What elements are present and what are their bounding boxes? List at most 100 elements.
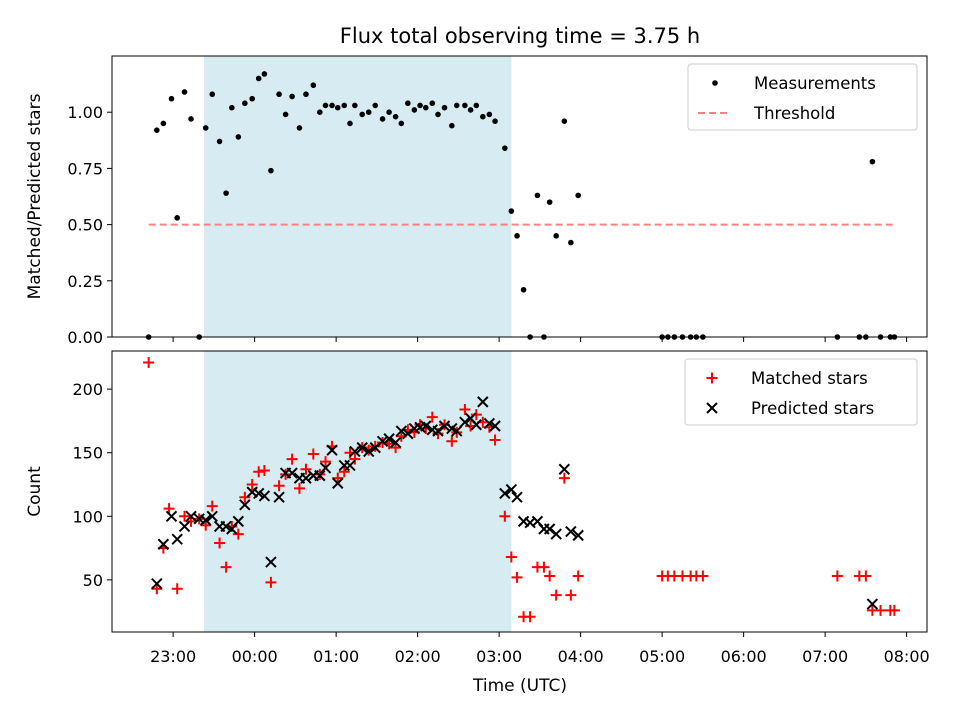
predicted-star-point [239, 499, 251, 511]
matched-star-point [143, 356, 155, 368]
measurement-point [160, 120, 167, 127]
predicted-star-point [171, 533, 183, 545]
matched-star-point [470, 409, 482, 421]
predicted-star-point [319, 462, 332, 474]
matched-star-point [459, 403, 471, 415]
measurement-point [411, 107, 418, 113]
measurement-point [329, 102, 335, 109]
predicted-star-point [866, 598, 879, 610]
measurement-point [398, 120, 405, 127]
predicted-star-point [438, 420, 451, 432]
measurement-point [359, 111, 366, 118]
predicted-star-point [483, 417, 496, 430]
measurement-point [520, 286, 527, 293]
predicted-star-point [300, 472, 312, 484]
matched-star-point [544, 570, 556, 582]
top-observing-window [204, 56, 512, 337]
measurement-point [473, 102, 480, 109]
matched-star-point [200, 519, 212, 531]
predicted-star-point [265, 556, 277, 568]
matched-star-point [499, 510, 511, 522]
predicted-star-point [314, 469, 326, 482]
predicted-star-point [286, 467, 298, 479]
matched-star-point [239, 491, 251, 503]
legend-label: Threshold [753, 104, 835, 123]
measurement-point [492, 118, 498, 124]
predicted-star-point [477, 396, 489, 408]
y-tick-label: 100 [72, 507, 103, 526]
matched-star-point [232, 528, 244, 540]
measurement-point [467, 107, 474, 113]
predicted-star-point [505, 483, 518, 496]
predicted-star-point [332, 477, 344, 489]
predicted-star-point [383, 433, 395, 445]
measurement-point [154, 127, 160, 133]
measurement-point [255, 75, 262, 82]
matched-star-point [538, 561, 550, 573]
measurement-point [486, 111, 493, 118]
y-tick-label: 0.25 [67, 272, 103, 291]
measurement-point [289, 93, 295, 100]
x-tick-label: 23:00 [150, 647, 196, 666]
legend-predicted-swatch [706, 402, 718, 414]
x-tick-label: 08:00 [884, 647, 930, 666]
x-tick-label: 03:00 [476, 647, 522, 666]
predicted-star-point [326, 444, 338, 456]
matched-star-point [446, 435, 458, 447]
top-y-ticks: 0.00 0.25 0.50 0.75 1.00 [67, 103, 112, 347]
measurement-point [546, 199, 553, 205]
matched-star-point [888, 604, 900, 616]
matched-star-point [286, 453, 298, 465]
x-tick-label: 07:00 [802, 647, 848, 666]
matched-star-point [511, 571, 523, 583]
y-tick-label: 0.50 [67, 216, 103, 235]
measurement-point [242, 100, 248, 107]
matched-star-point [338, 466, 350, 478]
matched-star-point [426, 411, 438, 423]
x-tick-label: 05:00 [639, 647, 685, 666]
matched-star-point [185, 515, 197, 527]
measurement-point [296, 125, 303, 131]
legend-label: Matched stars [751, 369, 868, 388]
predicted-star-point [550, 528, 562, 540]
matched-star-point [163, 503, 175, 515]
legend-box [687, 63, 918, 131]
matched-star-point [206, 500, 218, 512]
matched-star-point [300, 463, 312, 475]
predicted-star-point [356, 441, 368, 454]
matched-star-point [171, 583, 183, 595]
matched-star-point [320, 456, 332, 468]
measurement-point [261, 71, 268, 77]
matched-star-point [831, 570, 843, 582]
matched-star-point [258, 465, 270, 477]
predicted-star-point [344, 459, 356, 472]
measurement-point [334, 104, 341, 111]
measurement-point [303, 91, 309, 98]
measurement-point [181, 89, 188, 95]
matched-star-point [307, 448, 319, 460]
chart-title: Flux total observing time = 3.75 h [340, 24, 700, 48]
measurement-point [386, 109, 392, 115]
x-tick-label: 01:00 [313, 647, 359, 666]
y-tick-label: 200 [72, 380, 103, 399]
predicted-star-point [489, 420, 501, 432]
measurement-point [429, 100, 436, 107]
top-panel: 0.00 0.25 0.50 0.75 1.00 Matched/Predicted s… [25, 55, 928, 347]
matched-star-point [332, 472, 344, 484]
matched-star-point [220, 561, 232, 573]
measurement-point [568, 239, 574, 246]
measurement-point [405, 100, 411, 107]
predicted-star-point [558, 463, 571, 475]
measurement-point [322, 102, 329, 109]
measurement-point [268, 167, 274, 174]
predicted-star-point [165, 510, 178, 523]
measurement-point [575, 192, 581, 199]
measurement-point [249, 95, 255, 102]
top-legend: Measurements Threshold [687, 63, 918, 131]
bottom-panel: 50 100 150 200 23:00 00:00 01:00 02:00 03:00 04:… [25, 350, 930, 696]
matched-star-point [265, 576, 277, 588]
measurement-point [352, 102, 358, 109]
measurement-point [341, 102, 348, 109]
predicted-star-point [376, 435, 389, 447]
